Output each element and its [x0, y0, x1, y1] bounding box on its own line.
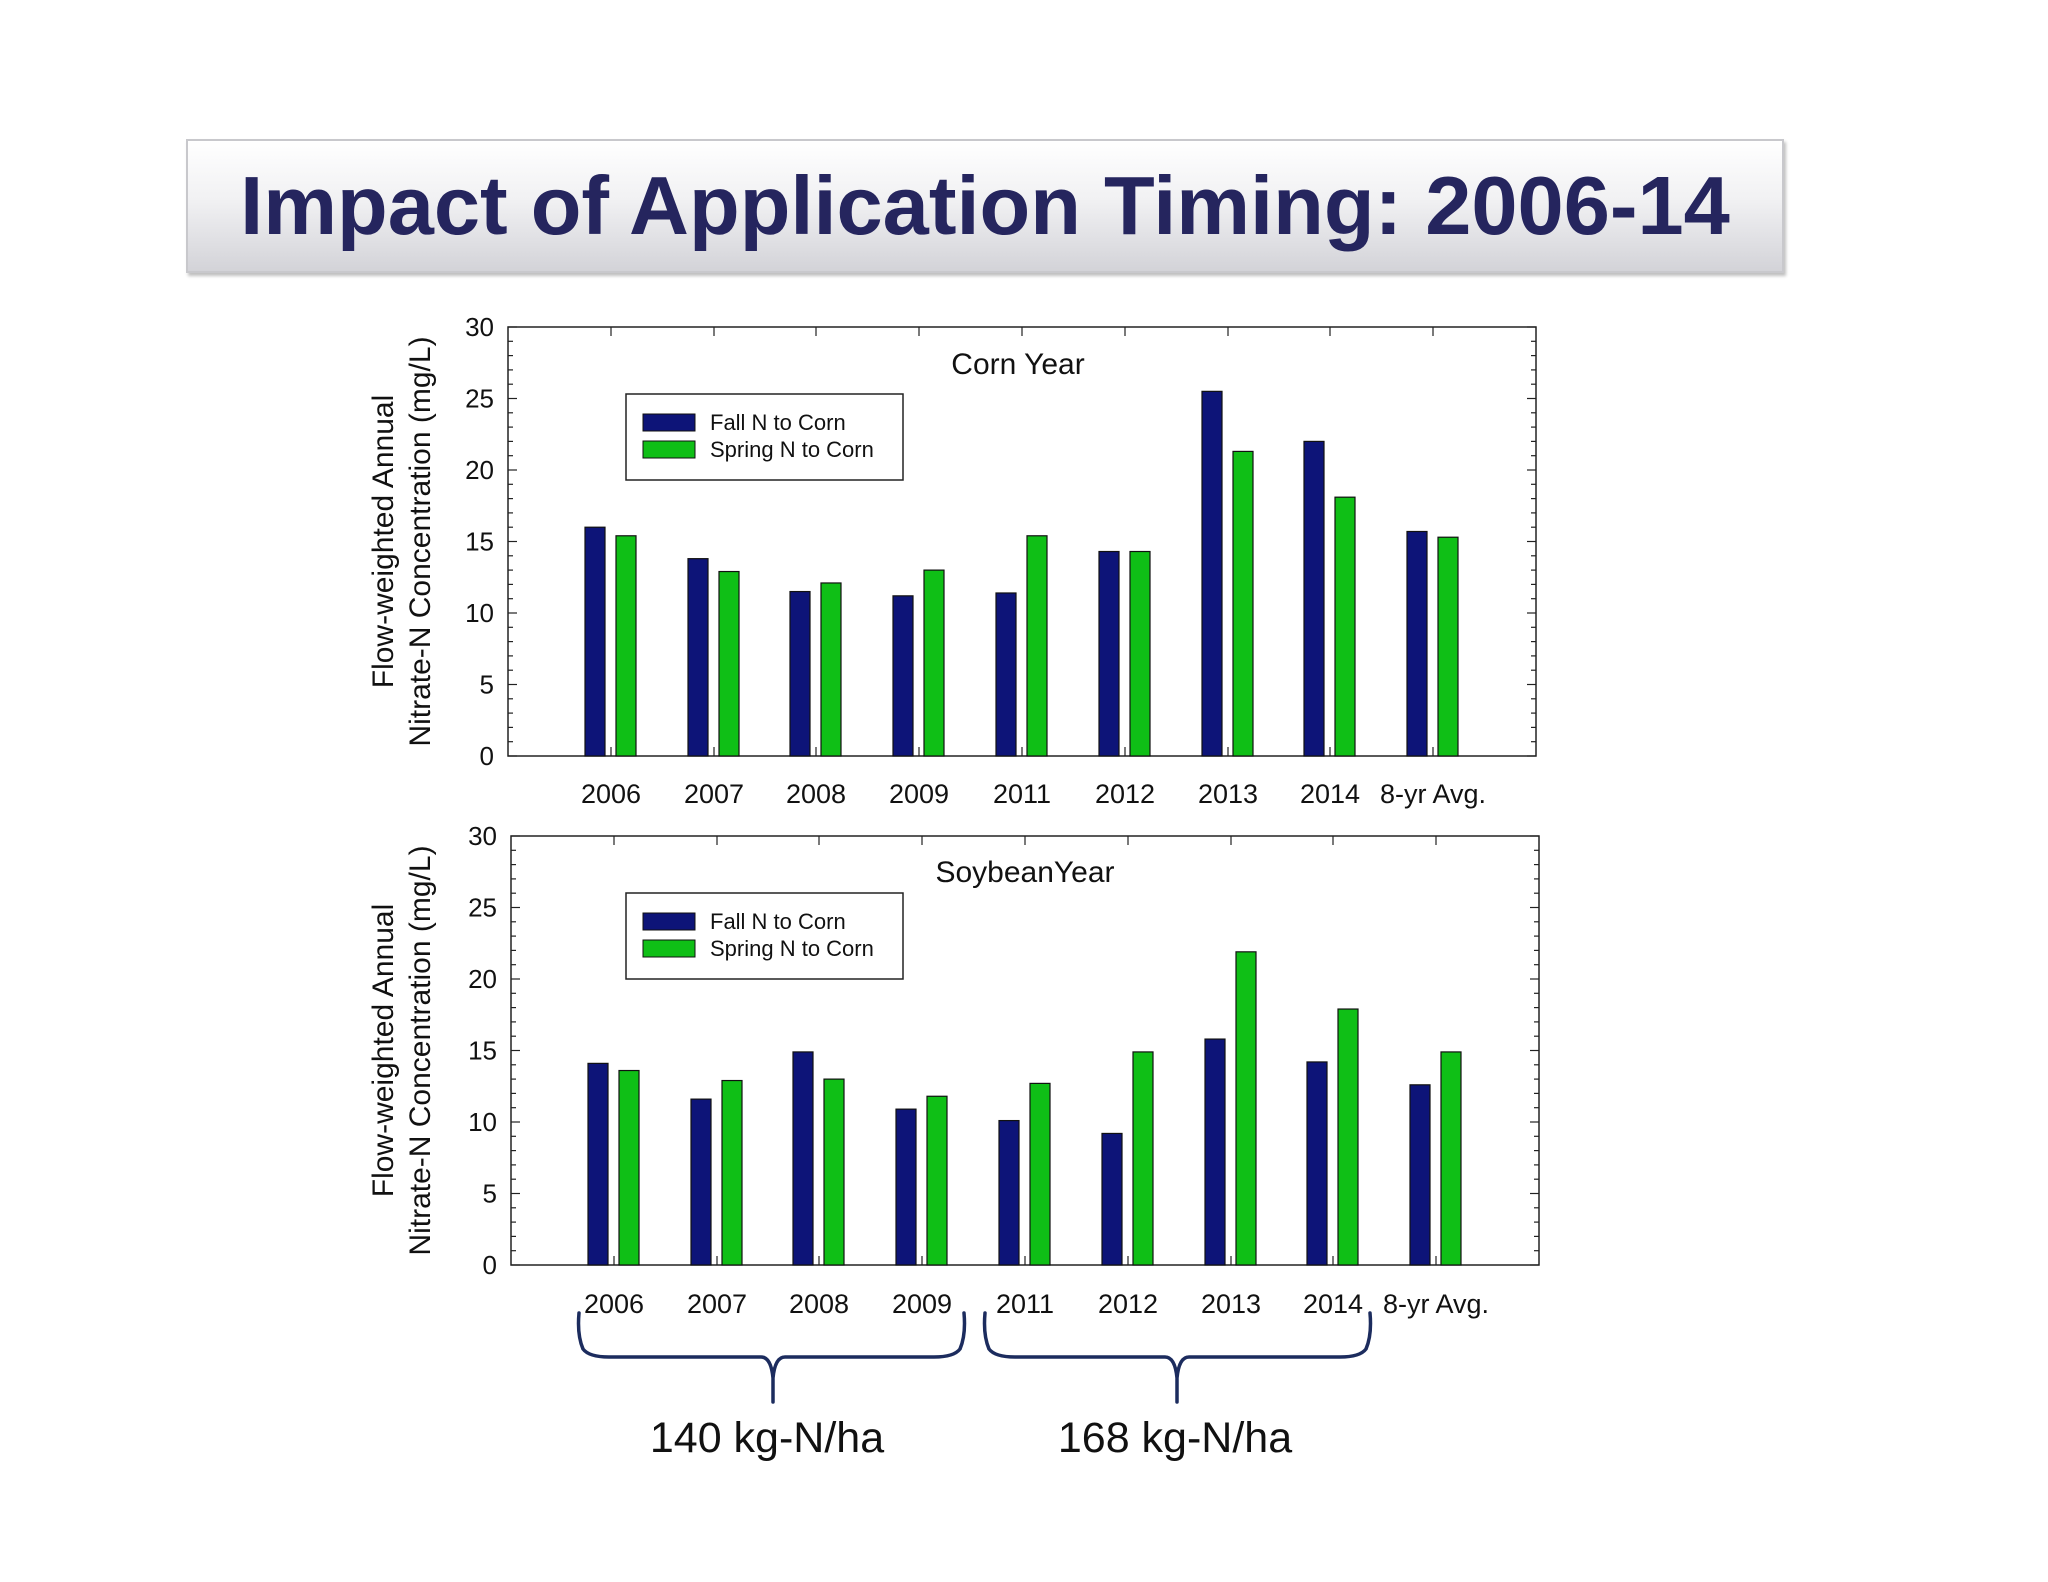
bar-spring-2012 [1132, 1051, 1154, 1266]
legend-box [625, 892, 904, 980]
rate-group-168: 168 kg-N/ha [982, 1311, 1373, 1462]
bar-spring-2006 [618, 1069, 640, 1266]
x-category-label: 2012 [1095, 779, 1155, 809]
legend-label-spring: Spring N to Corn [710, 936, 874, 961]
bar-fall-2009 [895, 1108, 917, 1266]
x-category-label: 8-yr Avg. [1380, 779, 1486, 809]
bar-spring-2013 [1235, 951, 1257, 1266]
x-category-label: 2011 [993, 779, 1051, 809]
y-axis-label-line2: Nitrate-N Concentration (mg/L) [404, 336, 437, 746]
bar-spring-2012 [1129, 550, 1151, 757]
y-tick-label: 15 [468, 1036, 497, 1066]
bar-fall-2014 [1306, 1061, 1328, 1266]
x-category-label: 2007 [687, 1289, 747, 1319]
rate-group-140: 140 kg-N/ha [576, 1311, 967, 1462]
bar-fall-2009 [892, 595, 914, 757]
x-category-label: 2009 [892, 1289, 952, 1319]
chart-panel-soybean-year: 0 5 10 15 20 25 30 2006 2007 2008 2009 2011 2012 2013… [367, 821, 1540, 1319]
y-axis-label-line1: Flow-weighted Annual [367, 904, 400, 1198]
y-tick-label: 10 [468, 1107, 497, 1137]
bar-spring-2006 [615, 535, 637, 757]
x-category-label: 2009 [889, 779, 949, 809]
legend-label-spring: Spring N to Corn [710, 437, 874, 462]
x-category-label: 2006 [584, 1289, 644, 1319]
rate-label: 168 kg-N/ha [1058, 1414, 1292, 1462]
chart-panel-corn-year: 0 5 10 15 20 25 30 2006 2007 2008 2009 2011 2012 2013… [367, 312, 1537, 809]
plot-frame [507, 326, 1537, 757]
rate-label: 140 kg-N/ha [650, 1414, 884, 1462]
x-category-label: 2014 [1303, 1289, 1363, 1319]
y-tick-label: 0 [480, 741, 494, 771]
bar-fall-8yravg [1406, 530, 1428, 757]
title-banner: Impact of Application Timing: 2006-14 [186, 139, 1784, 273]
chart-title: SoybeanYear [935, 856, 1114, 889]
bar-fall-2008 [792, 1051, 814, 1266]
bar-fall-2008 [789, 590, 811, 757]
x-category-label: 2013 [1198, 779, 1258, 809]
bar-spring-2007 [721, 1079, 743, 1266]
curly-brace [982, 1311, 1373, 1404]
y-axis-label-line1: Flow-weighted Annual [367, 395, 400, 689]
x-category-label: 2006 [581, 779, 641, 809]
bar-spring-2008 [820, 582, 842, 757]
bar-spring-2014 [1334, 496, 1356, 757]
bar-fall-2012 [1098, 550, 1120, 757]
x-category-label: 8-yr Avg. [1383, 1289, 1489, 1319]
y-tick-label: 20 [468, 964, 497, 994]
y-tick-label: 20 [465, 455, 494, 485]
chart-title: Corn Year [951, 348, 1084, 381]
y-tick-label: 15 [465, 527, 494, 557]
y-tick-label: 5 [483, 1179, 497, 1209]
y-tick-label: 30 [468, 821, 497, 851]
legend-swatch-fall [642, 912, 696, 931]
legend-label-fall: Fall N to Corn [710, 410, 846, 435]
bar-spring-2011 [1029, 1082, 1051, 1266]
page-title: Impact of Application Timing: 2006-14 [240, 159, 1730, 252]
y-tick-label: 10 [465, 598, 494, 628]
bar-spring-2009 [926, 1095, 948, 1266]
y-tick-label: 5 [480, 670, 494, 700]
bar-fall-2006 [584, 526, 606, 757]
bar-fall-2014 [1303, 440, 1325, 757]
bar-fall-2007 [687, 558, 709, 757]
bar-spring-2009 [923, 569, 945, 757]
x-category-label: 2013 [1201, 1289, 1261, 1319]
x-category-label: 2008 [789, 1289, 849, 1319]
x-category-label: 2014 [1300, 779, 1360, 809]
bar-fall-8yravg [1409, 1084, 1431, 1266]
bar-fall-2013 [1201, 390, 1223, 757]
x-category-label: 2011 [996, 1289, 1054, 1319]
bar-fall-2013 [1204, 1038, 1226, 1266]
bar-fall-2007 [690, 1098, 712, 1266]
legend-label-fall: Fall N to Corn [710, 909, 846, 934]
x-category-label: 2008 [786, 779, 846, 809]
bar-spring-2014 [1337, 1008, 1359, 1266]
bar-spring-2011 [1026, 535, 1048, 757]
curly-brace [576, 1311, 967, 1404]
y-axis-label-line2: Nitrate-N Concentration (mg/L) [404, 845, 437, 1255]
bar-spring-2008 [823, 1078, 845, 1266]
bar-spring-8yravg [1440, 1051, 1462, 1266]
y-tick-label: 30 [465, 312, 494, 342]
y-tick-label: 0 [483, 1250, 497, 1280]
legend-swatch-spring [642, 939, 696, 958]
x-category-label: 2007 [684, 779, 744, 809]
legend-swatch-fall [642, 413, 696, 432]
bar-fall-2011 [995, 592, 1017, 757]
bar-spring-2007 [718, 570, 740, 757]
y-tick-label: 25 [465, 384, 494, 414]
bar-spring-2013 [1232, 450, 1254, 757]
x-category-label: 2012 [1098, 1289, 1158, 1319]
bar-fall-2012 [1101, 1132, 1123, 1266]
bar-fall-2011 [998, 1119, 1020, 1266]
bar-fall-2006 [587, 1062, 609, 1266]
legend-swatch-spring [642, 440, 696, 459]
legend-box [625, 393, 904, 481]
bar-spring-8yravg [1437, 536, 1459, 757]
y-tick-label: 25 [468, 893, 497, 923]
